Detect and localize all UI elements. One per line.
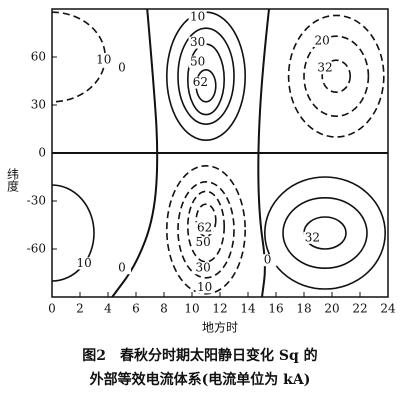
label-background <box>313 35 332 47</box>
contour-line <box>177 27 235 125</box>
contour-line <box>287 14 385 138</box>
contour-label: 30 <box>190 35 205 49</box>
y-tick-label: 30 <box>31 98 46 112</box>
x-tick-label: 6 <box>132 302 140 316</box>
x-axis-label: 地方时 <box>202 320 238 335</box>
contour-label: 10 <box>77 256 92 270</box>
label-background <box>113 262 131 275</box>
y-tick-label: -60 <box>27 242 46 256</box>
contour-label: 32 <box>305 230 320 244</box>
contour-label: 50 <box>190 54 205 68</box>
caption: 图2 春秋分时期太阳静日变化 Sq 的 <box>82 347 317 364</box>
y-tick-label: 0 <box>38 146 46 160</box>
x-tick-label: 20 <box>324 302 339 316</box>
contour-line <box>282 197 368 270</box>
x-tick-label: 12 <box>212 302 227 316</box>
contour-label: 32 <box>317 61 332 75</box>
label-background <box>94 54 113 67</box>
x-tick-label: 4 <box>104 302 112 316</box>
contour-label: 0 <box>118 61 126 75</box>
zero-line <box>111 9 159 297</box>
x-tick-label: 8 <box>160 302 168 316</box>
label-background <box>316 62 334 75</box>
contour-label: 62 <box>197 221 212 235</box>
y-tick-label: -30 <box>27 194 46 208</box>
contour-line <box>263 176 386 290</box>
x-tick-label: 0 <box>48 302 56 316</box>
label-background <box>258 254 277 267</box>
contour-label: 10 <box>197 280 212 294</box>
contour-line <box>177 181 235 279</box>
contour-line <box>303 35 370 117</box>
x-tick-label: 10 <box>184 302 199 316</box>
contour-line <box>166 165 247 295</box>
label-background <box>188 55 207 68</box>
contour-line <box>52 184 95 282</box>
y-axis-label: 纬度 <box>6 168 20 192</box>
x-tick-label: 18 <box>296 302 311 316</box>
y-tick-label: 60 <box>31 50 46 64</box>
contour-label: 10 <box>190 10 205 24</box>
contour-label: 30 <box>196 261 211 275</box>
label-background <box>303 231 322 244</box>
contour-label: 50 <box>196 235 211 249</box>
label-background <box>194 236 213 249</box>
label-background <box>188 36 207 49</box>
x-tick-label: 14 <box>240 302 256 316</box>
label-background <box>195 281 214 294</box>
x-tick-label: 24 <box>380 302 396 316</box>
contour-label: 0 <box>264 253 272 267</box>
label-background <box>194 262 213 275</box>
contour-line <box>187 190 226 263</box>
label-background <box>191 76 210 89</box>
x-tick-label: 16 <box>268 302 283 316</box>
contour-label: 62 <box>193 75 208 89</box>
x-tick-label: 22 <box>352 302 367 316</box>
contour-label: 10 <box>96 53 111 67</box>
contour-label: 20 <box>315 34 330 48</box>
label-background <box>195 222 214 235</box>
caption: 外部等效电流体系(电流单位为 kA) <box>90 371 311 388</box>
contour-line <box>321 59 352 93</box>
contour-line <box>195 203 217 237</box>
label-background <box>188 11 207 23</box>
label-background <box>113 62 131 75</box>
contour-label: 0 <box>118 261 126 275</box>
x-tick-label: 2 <box>76 302 84 316</box>
label-background <box>75 257 94 270</box>
zero-line <box>257 9 270 297</box>
